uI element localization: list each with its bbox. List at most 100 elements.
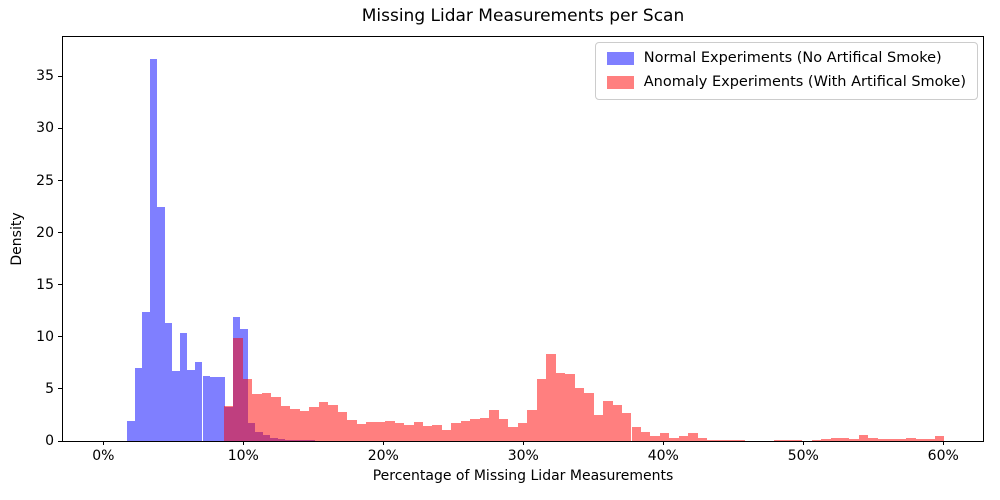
anomaly-histogram-bar [280,406,291,441]
y-tick-label: 0 [45,433,54,449]
x-tick-label: 0% [92,448,115,464]
anomaly-histogram-bar [451,422,461,441]
legend: Normal Experiments (No Artifical Smoke) … [594,42,978,100]
y-tick-label: 30 [36,120,54,137]
anomaly-histogram-bar [318,402,329,441]
y-tick-label: 25 [36,172,54,189]
anomaly-histogram-bar [366,421,376,441]
normal-histogram-bar [202,376,211,441]
x-tick-label: 20% [367,448,399,464]
anomaly-histogram-bar [356,423,367,441]
anomaly-histogram-bar [347,420,357,441]
anomaly-histogram-bar [896,439,907,441]
anomaly-histogram-bar [574,388,585,441]
anomaly-histogram-bar [925,439,935,441]
anomaly-histogram-bar [707,439,717,441]
anomaly-histogram-bar [678,435,689,441]
y-tick-mark [58,284,63,286]
x-tick-mark [242,441,244,445]
anomaly-histogram-bar [640,431,651,441]
y-tick-label: 15 [36,276,54,293]
y-tick-mark [58,232,63,234]
anomaly-histogram-bar [697,438,708,441]
x-tick-label: 50% [787,448,819,464]
anomaly-histogram-bar [659,432,670,441]
anomaly-histogram-bar [404,425,414,441]
x-tick-label: 40% [647,448,679,464]
normal-histogram-bar [164,323,173,441]
x-tick-label: 30% [507,448,539,464]
chart-title: Missing Lidar Measurements per Scan [361,6,685,26]
anomaly-histogram-bar [290,409,300,441]
plot-area: Normal Experiments (No Artifical Smoke) … [63,37,983,441]
legend-label-anomaly: Anomaly Experiments (With Artifical Smok… [643,74,966,90]
anomaly-histogram-bar [622,413,632,441]
anomaly-histogram-bar [887,439,897,441]
anomaly-histogram-bar [858,434,869,441]
anomaly-histogram-bar [489,409,499,441]
anomaly-histogram-bar [508,426,518,441]
x-tick-label: 10% [227,448,259,464]
anomaly-histogram-bar [612,405,623,441]
x-tick-mark [102,441,104,445]
normal-histogram-bar [157,206,165,441]
anomaly-histogram-bar [223,405,234,441]
y-tick-label: 10 [36,328,54,345]
anomaly-histogram-bar [716,440,727,441]
x-tick-mark [522,441,524,445]
y-tick-label: 5 [45,380,54,397]
normal-histogram-bar [187,370,195,441]
anomaly-histogram-bar [271,397,281,441]
anomaly-histogram-bar [565,374,575,441]
anomaly-histogram-bar [849,439,859,441]
anomaly-histogram-bar [688,432,698,441]
y-tick-mark [58,180,63,182]
anomaly-histogram-bar [877,439,888,441]
y-axis-label: Density [9,212,25,266]
anomaly-histogram-bar [432,424,442,441]
y-tick-mark [58,440,63,442]
y-tick-mark [58,127,63,129]
legend-item-normal: Normal Experiments (No Artifical Smoke) [606,50,966,67]
y-tick-label: 35 [36,68,54,85]
normal-histogram-bar [217,377,226,441]
anomaly-histogram-bar [423,425,433,441]
anomaly-histogram-bar [603,401,613,441]
y-tick-mark [58,388,63,390]
anomaly-histogram-bar [441,429,452,441]
anomaly-histogram-bar [773,440,784,441]
y-tick-label: 20 [36,224,54,241]
anomaly-histogram-bar [413,422,423,441]
anomaly-histogram-bar [821,439,831,441]
anomaly-histogram-bar [584,393,594,441]
normal-histogram-bar [142,311,150,441]
anomaly-histogram-bar [840,438,850,441]
anomaly-histogram-bar [536,378,547,441]
anomaly-histogram-bar [252,394,262,441]
anomaly-histogram-layer [63,37,983,441]
anomaly-histogram-bar [517,423,528,441]
anomaly-histogram-bar [546,353,556,441]
anomaly-histogram-bar [394,423,405,441]
normal-histogram-bar [179,332,188,441]
legend-item-anomaly: Anomaly Experiments (With Artifical Smok… [606,74,966,91]
anomaly-histogram-bar [299,410,310,441]
anomaly-histogram-bar [735,440,746,441]
anomaly-histogram-bar [669,437,679,441]
x-axis-label: Percentage of Missing Lidar Measurements [372,468,674,484]
y-tick-mark [58,336,63,338]
normal-histogram-bar [210,377,218,441]
y-tick-mark [58,75,63,77]
anomaly-histogram-bar [479,417,490,441]
anomaly-histogram-bar [868,438,878,441]
x-tick-mark [802,441,804,445]
anomaly-histogram-bar [328,405,338,441]
anomaly-histogram-bar [470,419,480,441]
legend-swatch-normal [606,52,634,65]
anomaly-histogram-bar [726,439,736,441]
normal-histogram-bar [172,371,180,441]
anomaly-histogram-bar [915,439,926,441]
anomaly-histogram-bar [783,439,793,441]
anomaly-histogram-bar [811,440,822,441]
anomaly-histogram-bar [233,337,243,441]
